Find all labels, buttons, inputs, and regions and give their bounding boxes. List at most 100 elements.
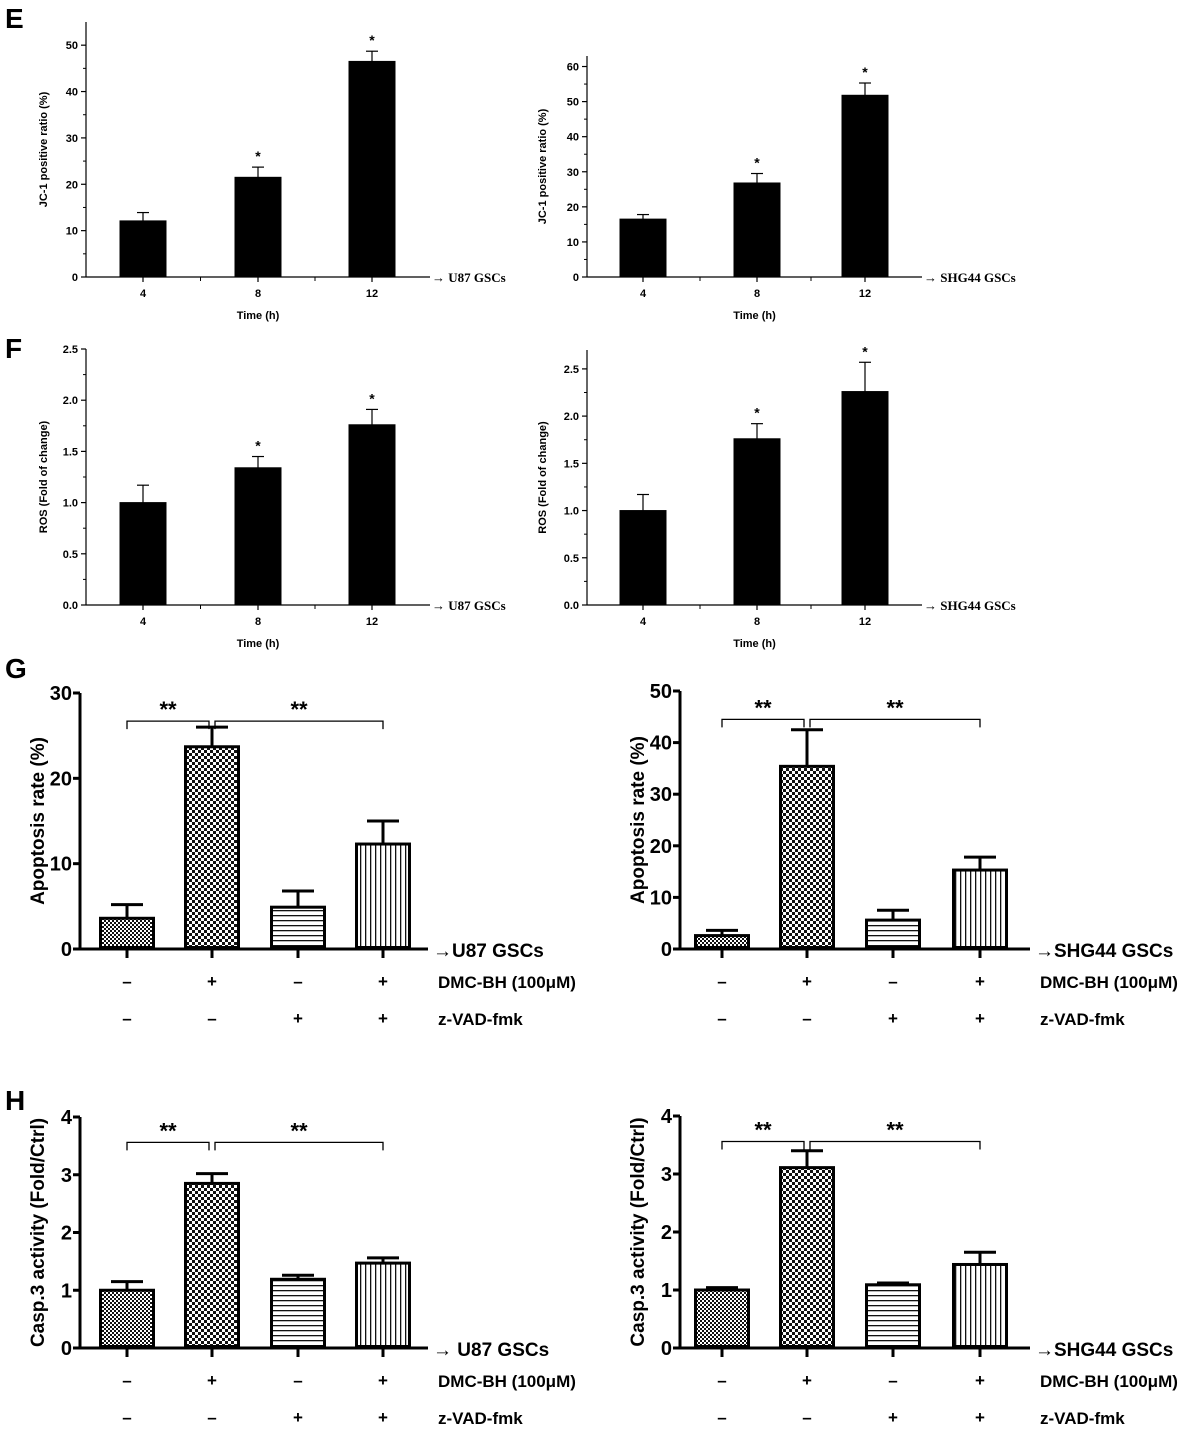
x-tick-label: 8 xyxy=(255,616,261,628)
y-tick-label: 60 xyxy=(567,62,579,74)
bar xyxy=(355,842,411,949)
y-tick-label: 1.0 xyxy=(63,498,78,510)
y-tick-label: 2.0 xyxy=(564,411,579,423)
chart-4: G 0 10 20 30 Apoptosis rate (%) – – + – – + + + →U87 G… xyxy=(5,653,576,1029)
condition-mark: – xyxy=(293,972,302,991)
y-tick-label: 2.5 xyxy=(564,364,579,376)
y-tick-label: 4 xyxy=(661,1106,673,1128)
condition-mark: + xyxy=(975,1408,985,1427)
y-tick-label: 1.5 xyxy=(564,458,579,470)
significance-bracket xyxy=(721,1140,805,1150)
x-tick-label: 12 xyxy=(859,616,871,628)
bar xyxy=(779,1166,835,1348)
y-tick-label: 40 xyxy=(650,733,672,755)
bar xyxy=(355,1261,411,1349)
condition-mark: + xyxy=(975,972,985,991)
condition-mark: – xyxy=(122,972,131,991)
y-tick-label: 30 xyxy=(567,167,579,179)
x-tick-label: 8 xyxy=(754,616,760,628)
significance-bracket xyxy=(809,718,981,728)
y-axis-label: ROS (Fold of change) xyxy=(38,420,50,533)
x-tick-label: 4 xyxy=(640,616,647,628)
group-label: →SHG44 GSCs xyxy=(1035,941,1173,962)
condition-mark: – xyxy=(717,1009,726,1028)
bar xyxy=(99,916,155,950)
significance-bracket xyxy=(214,1141,384,1151)
condition-mark: + xyxy=(802,972,812,991)
x-tick-label: 4 xyxy=(140,616,147,628)
bar xyxy=(619,218,667,278)
y-tick-label: 50 xyxy=(66,40,78,52)
condition-mark: + xyxy=(378,1009,388,1028)
y-tick-label: 1 xyxy=(61,1280,72,1302)
significance-bracket xyxy=(721,718,805,728)
y-axis-label: JC-1 positive ratio (%) xyxy=(537,108,549,224)
significance-label: ** xyxy=(886,695,904,720)
bar xyxy=(270,905,326,949)
significance-label: ** xyxy=(290,1118,308,1143)
significance-label: ** xyxy=(290,697,308,722)
condition-label: z-VAD-fmk xyxy=(438,1010,523,1029)
y-tick-label: 4 xyxy=(61,1107,73,1129)
significance-star: * xyxy=(754,155,760,171)
y-tick-label: 10 xyxy=(66,226,78,238)
group-label: → U87 GSCs xyxy=(432,270,506,285)
x-tick-label: 12 xyxy=(366,288,378,300)
y-tick-label: 1 xyxy=(661,1280,672,1302)
significance-label: ** xyxy=(886,1118,904,1143)
panel-label: E xyxy=(5,3,24,34)
y-axis-label: Apoptosis rate (%) xyxy=(28,737,49,905)
condition-mark: – xyxy=(717,1371,726,1390)
y-tick-label: 0.5 xyxy=(564,553,579,565)
x-axis-label: Time (h) xyxy=(237,310,280,322)
y-tick-label: 30 xyxy=(66,133,78,145)
condition-label: DMC-BH (100μM) xyxy=(438,973,576,992)
y-tick-label: 40 xyxy=(66,87,78,99)
y-tick-label: 50 xyxy=(650,681,672,703)
x-tick-label: 12 xyxy=(859,288,871,300)
y-axis-label: Casp.3 activity (Fold/Ctrl) xyxy=(628,1117,649,1346)
bar xyxy=(184,1181,240,1348)
y-tick-label: 0.0 xyxy=(63,600,78,612)
significance-label: ** xyxy=(754,1118,772,1143)
condition-mark: – xyxy=(122,1408,131,1427)
bar xyxy=(184,745,240,950)
significance-star: * xyxy=(754,405,760,421)
y-tick-label: 0 xyxy=(661,939,672,961)
y-tick-label: 40 xyxy=(567,132,579,144)
condition-mark: – xyxy=(122,1371,131,1390)
x-tick-label: 8 xyxy=(754,288,760,300)
y-tick-label: 30 xyxy=(50,683,72,705)
x-tick-label: 12 xyxy=(366,616,378,628)
chart-2: F 0.0 0.5 1.0 1.5 2.0 2.5 ROS (Fold of change) 4… xyxy=(5,333,506,650)
y-axis-label: Casp.3 activity (Fold/Ctrl) xyxy=(28,1118,49,1347)
condition-mark: – xyxy=(717,1408,726,1427)
condition-mark: + xyxy=(207,972,217,991)
chart-1: 0 10 20 30 40 50 60 JC-1 positive ratio (%) 4 8 * 1… xyxy=(537,56,1016,322)
chart-5: 0 10 20 30 40 50 Apoptosis rate (%) – – + – – + + + →SH… xyxy=(628,681,1178,1029)
condition-mark: – xyxy=(293,1371,302,1390)
bar xyxy=(694,1288,750,1348)
y-tick-label: 0.0 xyxy=(564,600,579,612)
y-axis-label: Apoptosis rate (%) xyxy=(628,736,649,904)
significance-bracket xyxy=(126,720,210,730)
significance-bracket xyxy=(126,1141,210,1151)
y-tick-label: 2.5 xyxy=(63,344,78,356)
bar xyxy=(733,182,781,278)
condition-mark: + xyxy=(378,972,388,991)
condition-mark: + xyxy=(378,1408,388,1427)
bar xyxy=(952,868,1008,949)
group-label: →SHG44 GSCs xyxy=(1035,1340,1173,1361)
y-tick-label: 0 xyxy=(61,1338,72,1360)
y-tick-label: 50 xyxy=(567,97,579,109)
chart-3: 0.0 0.5 1.0 1.5 2.0 2.5 ROS (Fold of change) 4 8… xyxy=(537,343,1016,650)
y-tick-label: 20 xyxy=(650,836,672,858)
chart-0: E 0 10 20 30 40 50 JC-1 positive ratio (%) 4 8 * 12… xyxy=(5,3,506,322)
bar xyxy=(865,1283,921,1349)
y-tick-label: 0 xyxy=(661,1338,672,1360)
y-tick-label: 30 xyxy=(650,784,672,806)
condition-mark: + xyxy=(975,1009,985,1028)
bar xyxy=(841,94,889,278)
